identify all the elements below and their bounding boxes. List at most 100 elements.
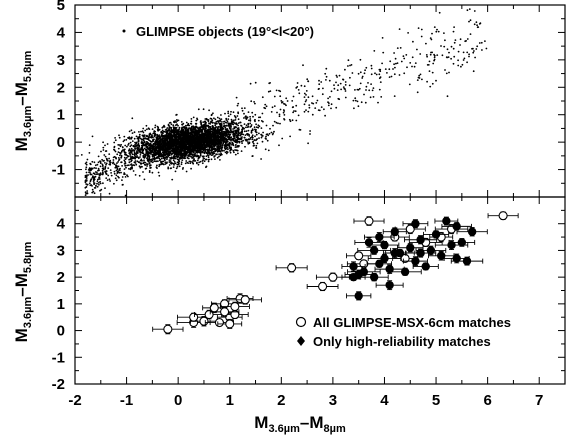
data-point (216, 116, 219, 119)
data-point (181, 123, 184, 126)
data-point (245, 124, 248, 127)
data-point (176, 123, 178, 126)
data-point (190, 130, 193, 133)
data-point (323, 108, 325, 111)
data-point (214, 155, 216, 157)
data-point (105, 157, 108, 160)
data-point (173, 162, 175, 165)
data-point (173, 139, 176, 142)
data-point (177, 161, 180, 164)
data-point (96, 185, 99, 188)
data-point (199, 144, 202, 147)
data-point (398, 28, 401, 30)
data-point (222, 134, 225, 137)
data-point (255, 133, 258, 136)
data-point (281, 137, 284, 140)
data-point (218, 140, 221, 143)
data-point (261, 140, 264, 143)
data-point (267, 90, 270, 93)
data-point (148, 170, 151, 172)
open-circle-point (498, 211, 508, 221)
top-y-axis-label: M3.6µm–M5.8µm (12, 50, 34, 151)
data-point (220, 133, 223, 136)
data-point (416, 91, 419, 94)
data-point (393, 73, 396, 76)
data-point (218, 153, 221, 156)
data-point (118, 134, 120, 137)
data-point (188, 160, 191, 163)
data-point (181, 129, 183, 132)
data-point (171, 135, 174, 138)
data-point (205, 135, 208, 137)
data-point (219, 143, 222, 146)
data-point (255, 126, 258, 129)
data-point (146, 165, 149, 167)
data-point (184, 127, 187, 129)
data-point (213, 129, 215, 132)
data-point (252, 115, 254, 118)
data-point (336, 76, 338, 78)
data-point (146, 128, 148, 131)
data-point (146, 138, 149, 141)
data-point (247, 129, 250, 132)
data-point (367, 82, 369, 84)
data-point (250, 129, 253, 132)
data-point (140, 148, 143, 151)
data-point (225, 145, 227, 148)
data-point (208, 122, 210, 125)
data-point (166, 141, 169, 144)
data-point (207, 151, 210, 154)
data-point (101, 173, 104, 176)
data-point (165, 144, 168, 147)
data-point (253, 139, 256, 141)
data-point (150, 160, 153, 163)
data-point (148, 163, 151, 165)
data-point (186, 161, 189, 164)
data-point (354, 89, 356, 91)
data-point (146, 141, 149, 143)
data-point (216, 156, 219, 159)
data-point (250, 131, 253, 134)
data-point (85, 171, 88, 174)
data-point (393, 63, 395, 66)
data-point (443, 45, 446, 48)
data-point (227, 110, 230, 113)
data-point (221, 121, 223, 123)
data-point (84, 194, 87, 197)
data-point (126, 145, 128, 148)
data-point (117, 151, 120, 154)
data-point (167, 151, 170, 154)
data-point (333, 87, 336, 90)
data-point (272, 124, 274, 127)
data-point (157, 160, 159, 163)
data-point (241, 109, 244, 112)
data-point (162, 163, 165, 166)
data-point (160, 157, 163, 160)
data-point (425, 42, 427, 45)
data-point (372, 87, 375, 89)
data-point (339, 82, 342, 85)
data-point (468, 8, 471, 11)
data-point (179, 142, 182, 145)
data-point (369, 96, 372, 99)
data-point (446, 95, 449, 98)
data-point (255, 138, 258, 141)
data-point (436, 28, 438, 31)
data-point (444, 39, 446, 42)
data-point (309, 133, 311, 135)
data-point (129, 155, 132, 158)
data-point (103, 159, 105, 162)
data-point (232, 133, 235, 136)
data-point (148, 159, 150, 162)
data-point (125, 166, 127, 169)
data-point (257, 126, 260, 129)
data-point (210, 128, 213, 131)
data-point (445, 72, 448, 75)
data-point (416, 48, 418, 51)
data-point (454, 39, 457, 41)
data-point (255, 123, 257, 126)
data-point (210, 149, 212, 152)
data-point (92, 175, 94, 178)
data-point (160, 134, 163, 137)
data-point (240, 130, 243, 133)
